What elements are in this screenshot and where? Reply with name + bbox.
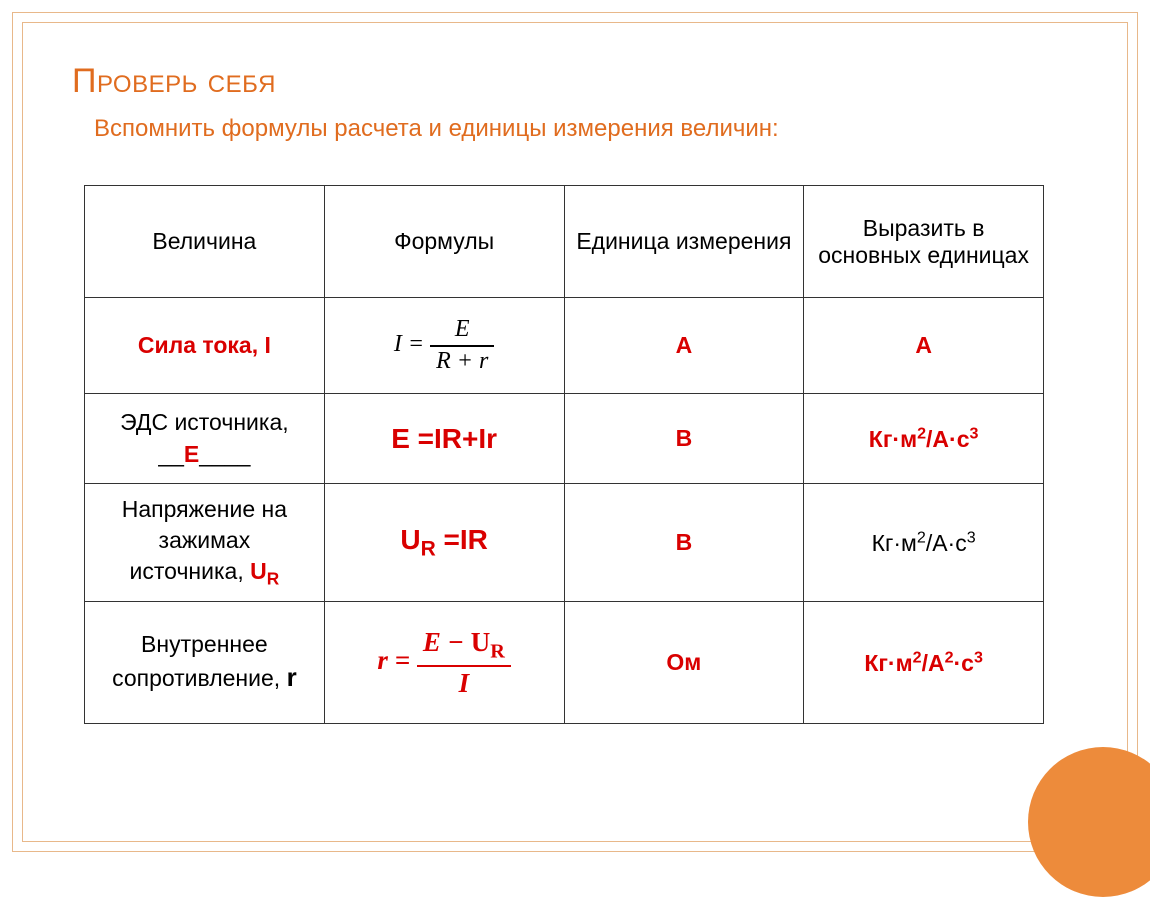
decorative-circle-icon [1028,747,1150,897]
quantity-cell: Напряжение на зажимах источника, UR [85,484,325,602]
formula-cell: I = E R + r [324,298,564,394]
header-cell: Выразить в основных единицах [804,186,1044,298]
header-cell: Формулы [324,186,564,298]
quantity-label: Сила тока, I [138,332,271,358]
table-header-row: Величина Формулы Единица измерения Выраз… [85,186,1044,298]
unit-cell: А [564,298,804,394]
formula-cell: UR =IR [324,484,564,602]
table-row: Сила тока, I I = E R + r А А [85,298,1044,394]
formula-cell: E =IR+Ir [324,394,564,484]
header-cell: Единица измерения [564,186,804,298]
base-unit-cell: А [804,298,1044,394]
page-title: Проверь себя [72,62,1078,101]
formula-cell: r = E − UR I [324,601,564,723]
base-unit-cell: Кг·м2/А·с3 [804,394,1044,484]
table-row: ЭДС источника, __E____ E =IR+Ir В Кг·м2/… [85,394,1044,484]
formula: r = E − UR I [377,645,510,675]
formula: E =IR+Ir [391,423,497,454]
table-row: Напряжение на зажимах источника, UR UR =… [85,484,1044,602]
subtitle: Вспомнить формулы расчета и единицы изме… [94,115,1078,143]
quantity-cell: ЭДС источника, __E____ [85,394,325,484]
quantity-cell: Сила тока, I [85,298,325,394]
unit-cell: Ом [564,601,804,723]
quantity-label-line: ЭДС источника, [120,409,289,435]
base-unit-cell: Кг·м2/А2·с3 [804,601,1044,723]
formula-table: Величина Формулы Единица измерения Выраз… [84,185,1044,724]
unit-cell: В [564,484,804,602]
formula: I = E R + r [394,331,494,357]
base-unit: Кг·м2/А·с3 [869,426,979,452]
formula: UR =IR [400,524,488,555]
unit-cell: В [564,394,804,484]
base-unit-cell: Кг·м2/А·с3 [804,484,1044,602]
table-row: Внутреннее сопротивление, r r = E − UR I… [85,601,1044,723]
slide: Проверь себя Вспомнить формулы расчета и… [22,22,1128,842]
quantity-cell: Внутреннее сопротивление, r [85,601,325,723]
header-cell: Величина [85,186,325,298]
